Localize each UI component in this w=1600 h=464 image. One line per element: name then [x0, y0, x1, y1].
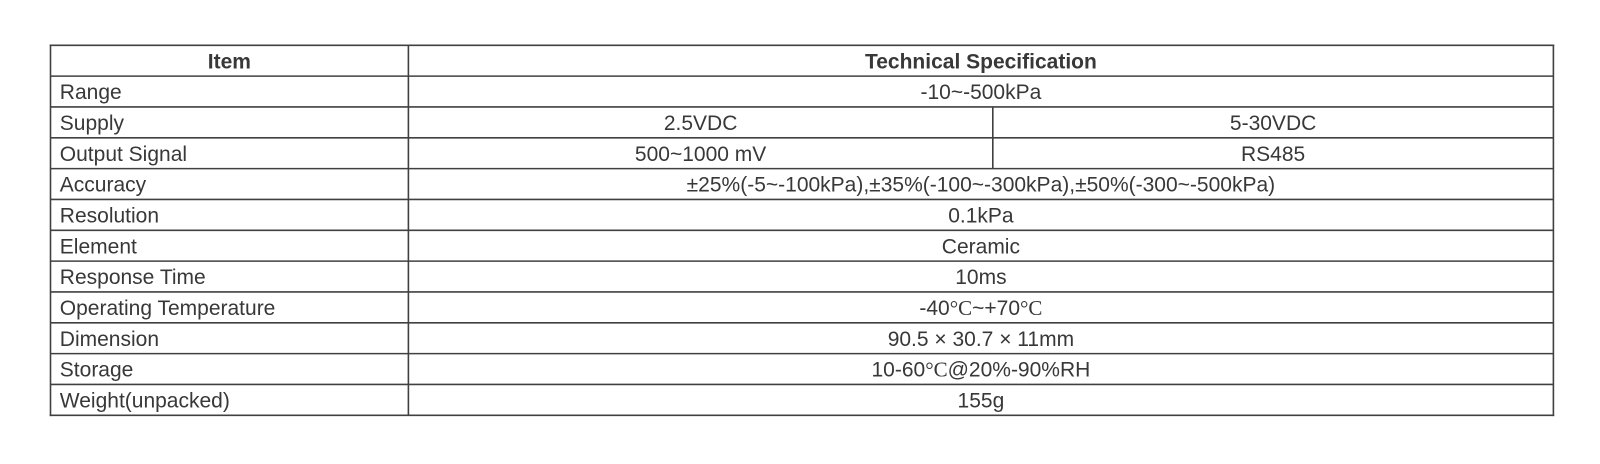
- svg-text:Supply: Supply: [60, 112, 125, 135]
- svg-text:Weight(unpacked): Weight(unpacked): [60, 390, 230, 413]
- svg-text:Dimension: Dimension: [60, 328, 159, 351]
- svg-text:±25%(-5~-100kPa),±35%(-100~-30: ±25%(-5~-100kPa),±35%(-100~-300kPa),±50%…: [687, 174, 1275, 197]
- svg-text:Output Signal: Output Signal: [60, 143, 187, 166]
- svg-text:Range: Range: [60, 81, 122, 104]
- svg-text:Technical Specification: Technical Specification: [865, 50, 1097, 73]
- svg-text:Storage: Storage: [60, 359, 134, 382]
- svg-text:Ceramic: Ceramic: [942, 235, 1020, 258]
- svg-text:2.5VDC: 2.5VDC: [664, 112, 738, 135]
- svg-text:5-30VDC: 5-30VDC: [1230, 112, 1316, 135]
- svg-text:10-60°C@20%-90%RH: 10-60°C@20%-90%RH: [871, 358, 1090, 382]
- svg-text:RS485: RS485: [1241, 143, 1305, 166]
- svg-text:90.5 × 30.7 × 11mm: 90.5 × 30.7 × 11mm: [888, 328, 1074, 351]
- svg-text:155g: 155g: [958, 390, 1005, 413]
- svg-text:Element: Element: [60, 235, 137, 258]
- svg-text:Accuracy: Accuracy: [60, 174, 147, 197]
- svg-text:Resolution: Resolution: [60, 205, 159, 228]
- svg-text:-10~-500kPa: -10~-500kPa: [920, 81, 1041, 104]
- svg-text:500~1000 mV: 500~1000 mV: [635, 143, 766, 166]
- svg-text:-40°C~+70°C: -40°C~+70°C: [919, 296, 1042, 320]
- svg-text:Response Time: Response Time: [60, 266, 206, 289]
- svg-text:Item: Item: [208, 50, 251, 73]
- svg-text:10ms: 10ms: [955, 266, 1006, 289]
- svg-text:Operating Temperature: Operating Temperature: [60, 297, 276, 320]
- svg-text:0.1kPa: 0.1kPa: [948, 205, 1014, 228]
